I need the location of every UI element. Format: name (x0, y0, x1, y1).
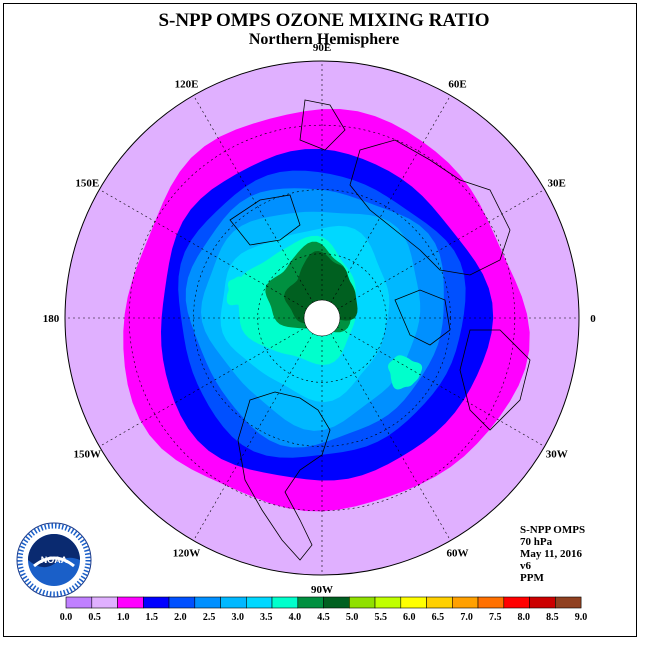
lon-label-180: 180 (43, 313, 60, 325)
lon-label-90w: 90W (311, 584, 333, 596)
figure-border (3, 3, 637, 637)
chart-subtitle: Northern Hemisphere (248, 31, 400, 48)
info-version: v6 (520, 560, 531, 572)
lon-label-30e: 30E (548, 178, 566, 190)
coastline-1 (349, 139, 511, 276)
coastline-3 (459, 329, 531, 431)
meridian-4 (193, 95, 317, 308)
band-5.0-polar-core (284, 251, 358, 324)
info-units: PPM (520, 572, 544, 584)
latitude-circle-0 (257, 253, 387, 383)
lon-label-30w: 30W (546, 449, 568, 461)
lon-label-60w: 60W (447, 548, 469, 560)
info-block: S-NPP OMPS 70 hPa May 11, 2016 v6 PPM (520, 524, 585, 584)
info-instrument: S-NPP OMPS (520, 524, 586, 536)
lon-label-150w: 150W (74, 449, 102, 461)
meridian-7 (99, 323, 312, 447)
meridian-8 (193, 328, 317, 541)
lon-label-0: 0 (590, 313, 596, 325)
coastline-5 (299, 99, 346, 151)
band-local-max-west (226, 276, 257, 306)
meridian-11 (332, 323, 545, 447)
chart-title: S-NPP OMPS OZONE MIXING RATIO (158, 10, 490, 31)
noaa-logo-text: NOAA (41, 555, 68, 565)
lon-label-120w: 120W (173, 548, 201, 560)
coastline-0 (237, 391, 331, 561)
lon-label-150e: 150E (75, 178, 99, 190)
lon-label-120e: 120E (175, 78, 199, 90)
map-outline (64, 60, 580, 576)
noaa-logo: NOAA (16, 522, 92, 598)
lon-label-60e: 60E (448, 78, 466, 90)
meridian-10 (327, 328, 451, 541)
longitude-labels: 90E 60E 30E 0 30W 60W 90W 120W 150W 180 150E 120E (43, 42, 597, 596)
info-date: May 11, 2016 (520, 548, 583, 560)
info-level: 70 hPa (520, 536, 553, 548)
coastline-4 (229, 194, 301, 246)
coastline-2 (394, 289, 451, 346)
graticule (65, 61, 579, 575)
coastlines (229, 99, 531, 561)
meridian-2 (327, 95, 451, 308)
band-local-max-east (388, 355, 423, 390)
polar-no-data-circle (303, 299, 341, 337)
pole-circle (303, 299, 341, 337)
meridian-1 (332, 189, 545, 313)
lon-label-90e: 90E (313, 42, 331, 54)
meridian-5 (99, 189, 312, 313)
